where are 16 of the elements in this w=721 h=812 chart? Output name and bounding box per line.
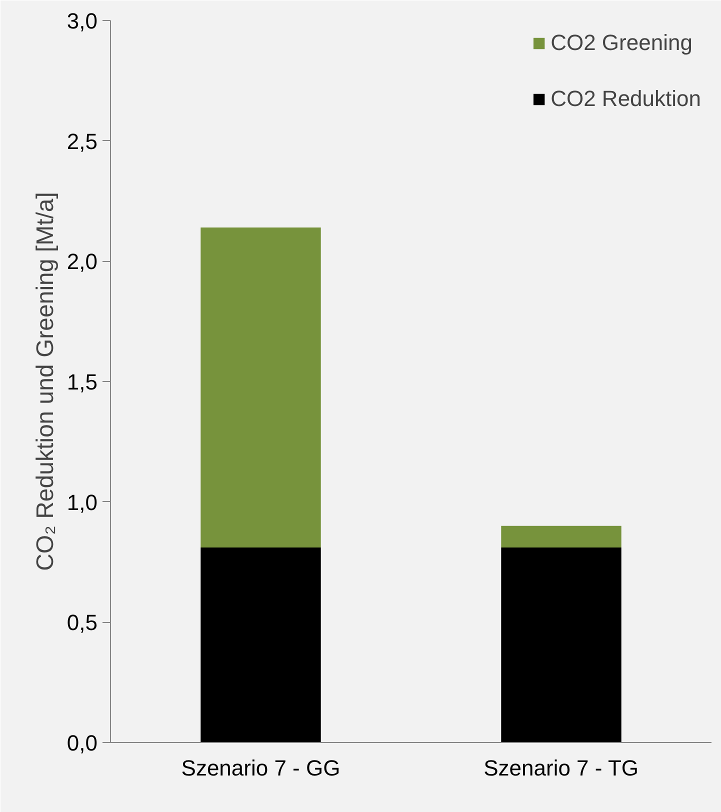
y-tick-label: 2,5 — [66, 128, 98, 154]
y-tick-label: 0,5 — [66, 610, 98, 636]
bar — [501, 548, 622, 742]
y-tick-label: 0,0 — [66, 730, 98, 756]
y-tick-label: 2,0 — [66, 249, 98, 274]
y-tick-label: 1,5 — [66, 370, 98, 394]
legend-label: CO2 Greening — [550, 30, 692, 56]
bar — [200, 548, 321, 742]
x-tick-label: Szenario 7 - GG — [181, 756, 340, 780]
y-tick-label: 1,0 — [66, 490, 98, 515]
bar — [200, 227, 321, 548]
legend-label: CO2 Reduktion — [550, 86, 701, 112]
x-tick-label: Szenario 7 - TG — [484, 756, 638, 780]
y-axis-title: CO₂ Reduktion und Greening [Mt/a] — [32, 192, 59, 571]
bar — [501, 526, 622, 548]
y-tick-label: 3,0 — [66, 8, 98, 34]
